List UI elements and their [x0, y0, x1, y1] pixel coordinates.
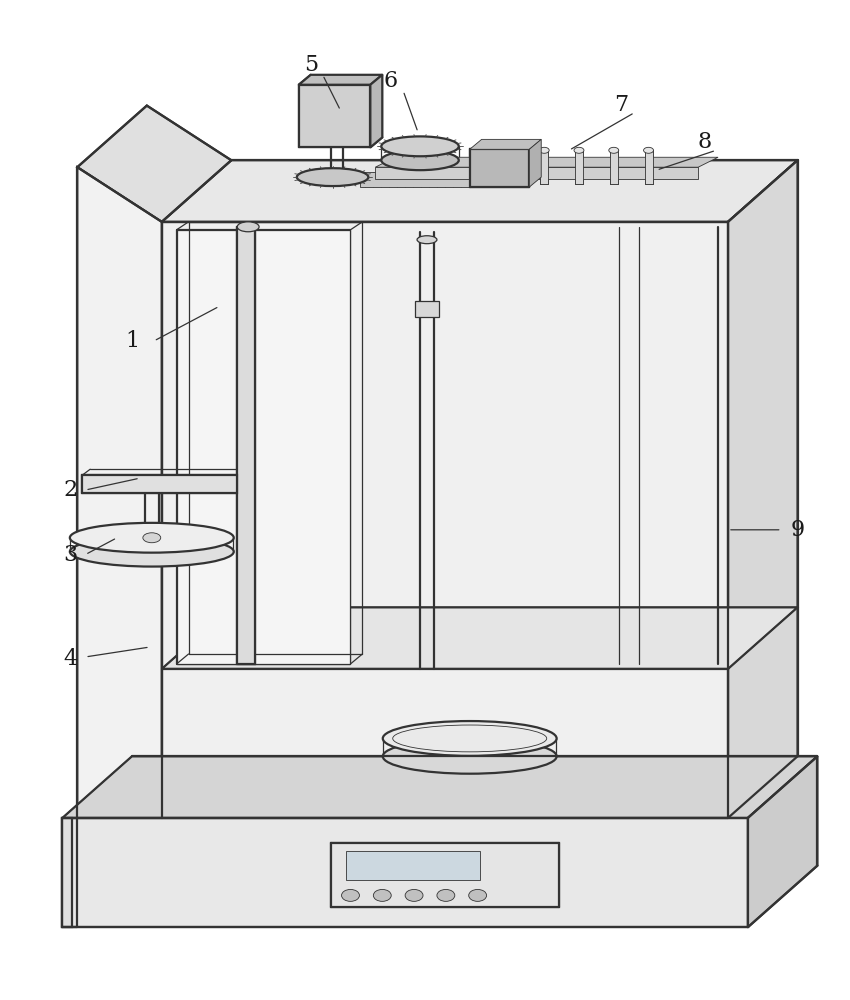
Text: 3: 3	[63, 544, 77, 566]
Text: 9: 9	[790, 519, 805, 541]
Ellipse shape	[574, 147, 584, 153]
Polygon shape	[728, 160, 797, 818]
Ellipse shape	[382, 136, 459, 156]
Polygon shape	[530, 139, 541, 187]
Polygon shape	[162, 160, 797, 222]
Ellipse shape	[539, 147, 549, 153]
Polygon shape	[609, 150, 618, 184]
Ellipse shape	[342, 889, 360, 901]
Polygon shape	[77, 167, 162, 818]
Ellipse shape	[468, 889, 486, 901]
Polygon shape	[299, 75, 382, 85]
Polygon shape	[62, 818, 748, 927]
Polygon shape	[299, 85, 371, 147]
Polygon shape	[541, 150, 548, 184]
Ellipse shape	[417, 236, 437, 244]
Polygon shape	[77, 106, 231, 222]
Ellipse shape	[643, 147, 654, 153]
Polygon shape	[470, 149, 530, 187]
Polygon shape	[644, 150, 653, 184]
Text: 2: 2	[63, 479, 77, 501]
Polygon shape	[345, 851, 479, 880]
Text: 8: 8	[697, 131, 711, 153]
Text: 1: 1	[125, 330, 139, 352]
Ellipse shape	[437, 889, 455, 901]
Polygon shape	[376, 167, 698, 179]
Ellipse shape	[373, 889, 391, 901]
Ellipse shape	[70, 523, 234, 553]
Polygon shape	[162, 222, 728, 818]
Polygon shape	[470, 139, 541, 149]
Ellipse shape	[297, 168, 368, 186]
Polygon shape	[575, 150, 583, 184]
Polygon shape	[62, 756, 818, 818]
Polygon shape	[748, 756, 818, 927]
Polygon shape	[360, 172, 509, 187]
Polygon shape	[415, 301, 439, 317]
Polygon shape	[331, 843, 559, 907]
Ellipse shape	[382, 721, 557, 756]
Polygon shape	[82, 475, 237, 493]
Text: 5: 5	[303, 54, 318, 76]
Polygon shape	[376, 157, 718, 167]
Ellipse shape	[382, 150, 459, 170]
Text: 7: 7	[614, 94, 628, 116]
Ellipse shape	[70, 537, 234, 567]
Ellipse shape	[237, 222, 259, 232]
Ellipse shape	[405, 889, 423, 901]
Ellipse shape	[143, 533, 161, 543]
Polygon shape	[237, 227, 255, 664]
Polygon shape	[371, 75, 383, 147]
Polygon shape	[728, 160, 797, 818]
Ellipse shape	[382, 739, 557, 774]
Polygon shape	[177, 230, 350, 664]
Polygon shape	[162, 607, 797, 669]
Ellipse shape	[609, 147, 619, 153]
Text: 4: 4	[63, 648, 77, 670]
Polygon shape	[62, 818, 72, 927]
Text: 6: 6	[383, 70, 397, 92]
